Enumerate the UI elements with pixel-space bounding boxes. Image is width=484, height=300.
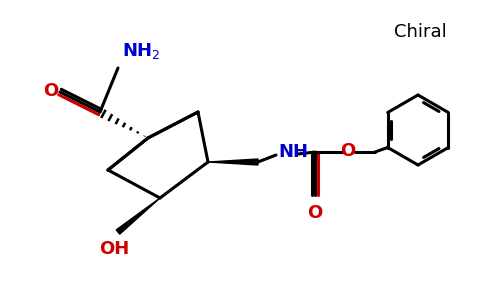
Text: O: O <box>44 82 59 100</box>
Polygon shape <box>208 159 258 165</box>
Text: NH$_2$: NH$_2$ <box>122 41 161 61</box>
Text: Chiral: Chiral <box>393 23 446 41</box>
Text: NH: NH <box>278 143 308 161</box>
Text: O: O <box>307 204 323 222</box>
Polygon shape <box>116 198 160 234</box>
Text: OH: OH <box>99 240 129 258</box>
Text: O: O <box>340 142 356 160</box>
